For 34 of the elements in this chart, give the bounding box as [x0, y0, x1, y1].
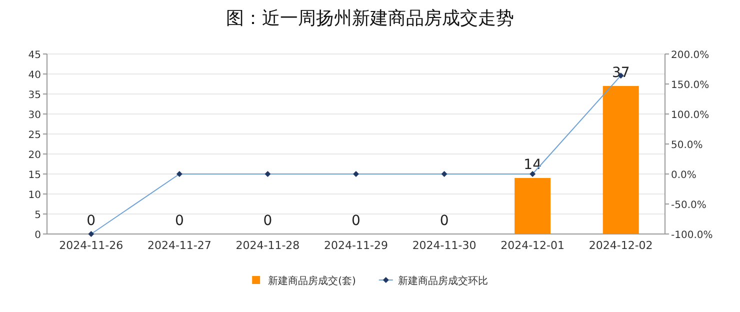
y-tick-label: 15	[28, 170, 41, 181]
y-tick-label: 35	[28, 90, 41, 101]
data-label: 0	[352, 213, 360, 229]
x-tick-label: 2024-11-27	[147, 239, 212, 252]
x-tick-label: 2024-11-30	[412, 239, 476, 252]
y2-tick-label: 150.0%	[671, 80, 710, 91]
y2-tick-label: 200.0%	[671, 50, 710, 61]
y2-tick-label: 100.0%	[671, 110, 710, 121]
legend-label: 新建商品房成交(套)	[268, 275, 356, 287]
data-label: 0	[174, 213, 184, 229]
chart-title: 图：近一周扬州新建商品房成交走势	[226, 8, 514, 29]
y-tick-label: 0	[34, 230, 41, 241]
y-tick-label: 25	[28, 130, 41, 141]
data-label: 0	[86, 213, 96, 229]
data-label: 0	[440, 213, 449, 229]
data-label: 14	[524, 157, 542, 173]
x-tick-label: 2024-11-28	[236, 239, 300, 252]
y-tick-label: 5	[34, 210, 41, 221]
x-tick-label: 2024-11-29	[324, 239, 388, 252]
x-tick-label: 2024-11-26	[59, 239, 124, 252]
y2-tick-label: -100.0%	[671, 230, 713, 241]
data-label: 37	[612, 65, 630, 81]
y-tick-label: 45	[28, 50, 41, 61]
legend-label: 新建商品房成交环比	[398, 275, 488, 287]
y2-tick-label: 50.0%	[671, 140, 703, 151]
x-tick-label: 2024-12-01	[500, 239, 565, 252]
y-tick-label: 40	[28, 70, 41, 81]
y-tick-label: 20	[28, 150, 41, 161]
y2-tick-label: 0.0%	[671, 170, 696, 181]
x-tick-label: 2024-12-02	[588, 239, 653, 252]
y2-tick-label: -50.0%	[671, 200, 706, 211]
y-tick-label: 30	[28, 110, 41, 121]
data-label: 0	[263, 213, 272, 229]
y-tick-label: 10	[28, 190, 41, 201]
